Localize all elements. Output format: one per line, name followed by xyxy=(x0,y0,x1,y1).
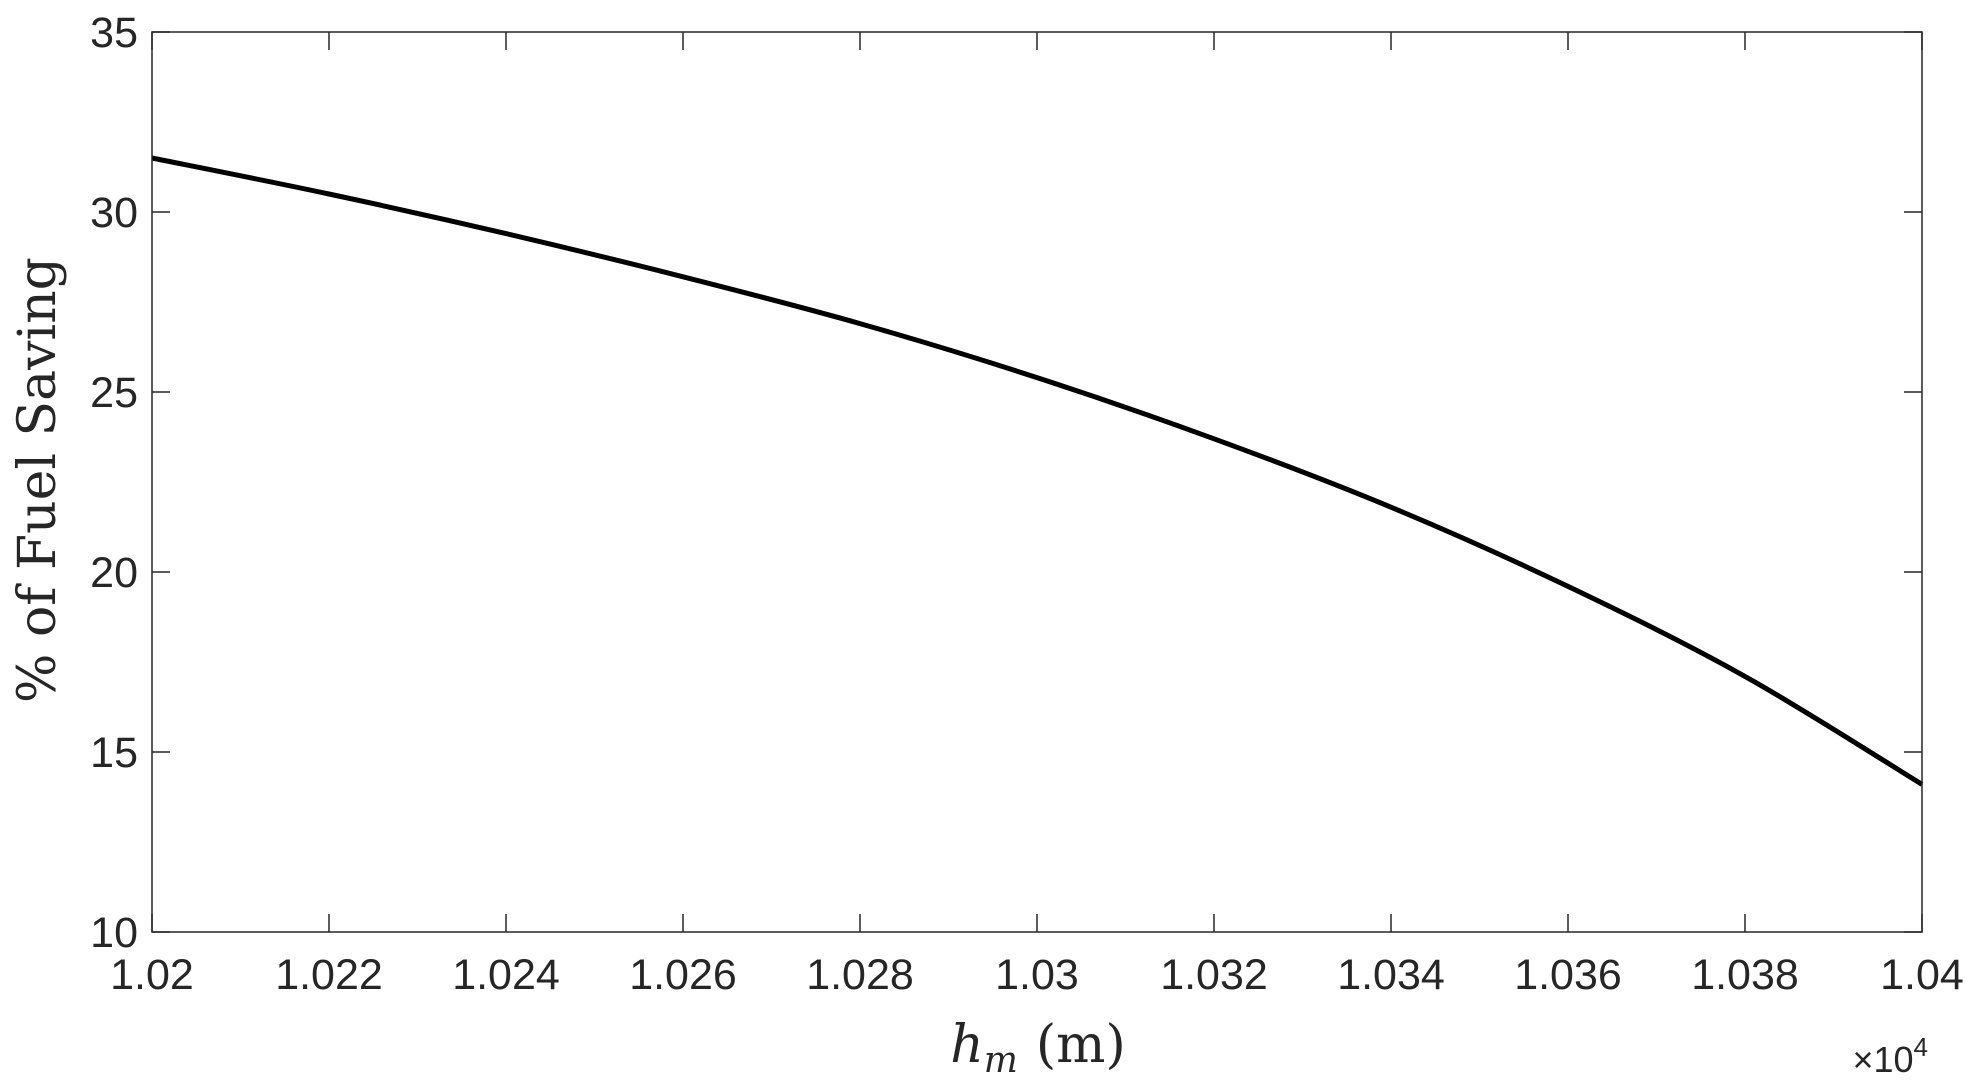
y-tick-label: 10 xyxy=(90,909,138,957)
x-exponent-power: 4 xyxy=(1914,1032,1928,1062)
y-axis-title: % of Fuel Saving xyxy=(8,257,68,703)
y-tick-label: 30 xyxy=(90,189,138,237)
x-axis-title-main: h xyxy=(950,1015,984,1075)
y-tick-label: 15 xyxy=(90,729,138,777)
x-tick-label: 1.03 xyxy=(995,951,1079,999)
x-axis-exponent: ×104 xyxy=(1852,1032,1928,1080)
x-tick-label: 1.028 xyxy=(806,951,914,999)
x-axis-title-unit: (m) xyxy=(1036,1015,1126,1075)
x-tick-label: 1.034 xyxy=(1337,951,1445,999)
y-tick-label: 20 xyxy=(90,549,138,597)
x-exponent-base: ×10 xyxy=(1852,1039,1913,1080)
x-tick-label: 1.038 xyxy=(1691,951,1799,999)
y-tick-labels: 10 15 20 25 30 35 xyxy=(90,9,138,957)
x-tick-label: 1.022 xyxy=(275,951,383,999)
y-tick-label: 35 xyxy=(90,9,138,57)
x-tick-labels: 1.02 1.022 1.024 1.026 1.028 1.03 1.032 1.034 1.… xyxy=(110,951,1964,999)
x-axis-title: hm (m) xyxy=(950,1015,1126,1081)
x-tick-label: 1.024 xyxy=(452,951,560,999)
series-line xyxy=(151,155,1924,787)
x-tick-label: 1.032 xyxy=(1160,951,1268,999)
x-tick-label: 1.036 xyxy=(1514,951,1622,999)
plot-frame xyxy=(151,31,1923,933)
x-tick-label: 1.02 xyxy=(110,951,194,999)
x-tick-label: 1.04 xyxy=(1880,951,1964,999)
x-tick-label: 1.026 xyxy=(629,951,737,999)
x-axis-title-subscript: m xyxy=(984,1040,1018,1081)
plot-background xyxy=(152,32,1922,932)
y-tick-label: 25 xyxy=(90,369,138,417)
